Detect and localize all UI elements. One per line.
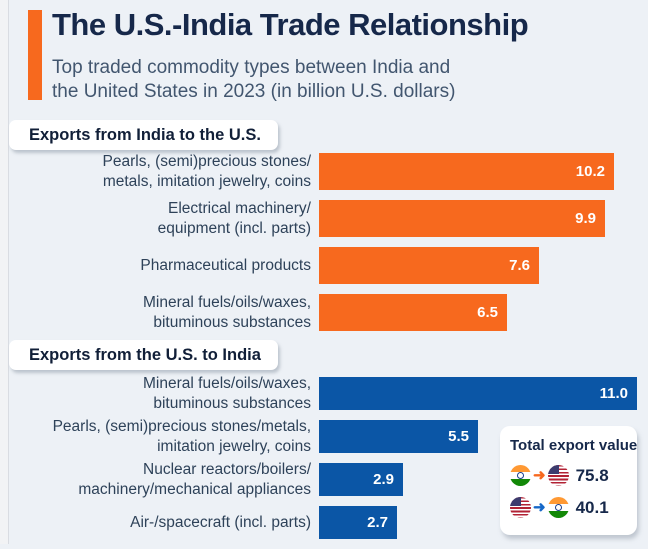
arrow-right-icon [533,497,546,518]
chart-row: Nuclear reactors/boilers/ machinery/mech… [0,461,648,498]
bar-pharmaceutical: 7.6 [319,247,539,284]
chart-row: Pharmaceutical products 7.6 [0,247,648,284]
chart-exports-india-to-us: Pearls, (semi)precious stones/ metals, i… [0,153,648,341]
bar-nuclear-reactors: 2.9 [319,463,403,496]
india-flag-icon [547,497,569,518]
chakra-icon [554,504,562,511]
bar-aircraft-spacecraft: 2.7 [319,506,397,539]
bar-label: Pearls, (semi)precious stones/ metals, i… [102,152,311,190]
bar-mineral-fuels-india: 6.5 [319,294,507,331]
chart-row: Electrical machinery/ equipment (incl. p… [0,200,648,237]
legend-value-us-to-india: 40.1 [575,497,609,517]
us-flag-icon [510,497,531,518]
page-title: The U.S.-India Trade Relationship [52,7,529,42]
section-header-exports-india-to-us: Exports from India to the U.S. [9,120,278,150]
chart-row: Air-/spacecraft (incl. parts) 2.7 [0,506,648,539]
chart-row: Mineral fuels/oils/waxes, bituminous sub… [0,294,648,331]
bar-electrical-machinery: 9.9 [319,200,605,237]
legend-row-us-to-india: 40.1 [510,497,637,518]
chart-row: Mineral fuels/oils/waxes, bituminous sub… [0,375,648,412]
bar-value: 10.2 [575,163,605,180]
canton [547,465,559,474]
bar-label: Mineral fuels/oils/waxes, bituminous sub… [143,374,311,412]
legend-value-india-to-us: 75.8 [575,465,609,485]
page-left-edge [0,0,9,544]
total-export-value-card: Total export value 75.8 40.1 [500,426,637,535]
arrow-right-icon [533,465,546,486]
section-header-exports-us-to-india: Exports from the U.S. to India [9,340,278,370]
bar-value: 7.6 [509,257,530,274]
bar-label: Electrical machinery/ equipment (incl. p… [157,199,311,237]
page-subtitle: Top traded commodity types between India… [52,57,456,102]
bar-label: Nuclear reactors/boilers/ machinery/mech… [78,460,311,498]
legend-row-india-to-us: 75.8 [510,465,637,486]
us-flag-icon [547,465,569,486]
india-flag-icon [510,465,531,486]
bar-label: Air-/spacecraft (incl. parts) [130,513,311,531]
bar-value: 5.5 [448,428,469,445]
canton [510,497,521,506]
chart-exports-us-to-india: Mineral fuels/oils/waxes, bituminous sub… [0,375,648,549]
bar-value: 2.9 [373,471,394,488]
chakra-icon [517,472,524,479]
chart-row: Pearls, (semi)precious stones/metals, im… [0,418,648,455]
chart-row: Pearls, (semi)precious stones/ metals, i… [0,153,648,190]
bar-mineral-fuels-us: 11.0 [319,377,637,410]
bar-value: 6.5 [477,304,498,321]
legend-title: Total export value [510,437,638,454]
bar-value: 9.9 [575,210,596,227]
title-accent-bar [28,10,42,100]
bar-label: Pearls, (semi)precious stones/metals, im… [52,417,311,455]
bar-label: Pharmaceutical products [140,256,311,274]
bar-pearls-us: 5.5 [319,420,478,453]
bar-label: Mineral fuels/oils/waxes, bituminous sub… [143,293,311,331]
bar-value: 11.0 [599,385,628,402]
bar-value: 2.7 [367,514,388,531]
bar-pearls-india: 10.2 [319,153,614,190]
